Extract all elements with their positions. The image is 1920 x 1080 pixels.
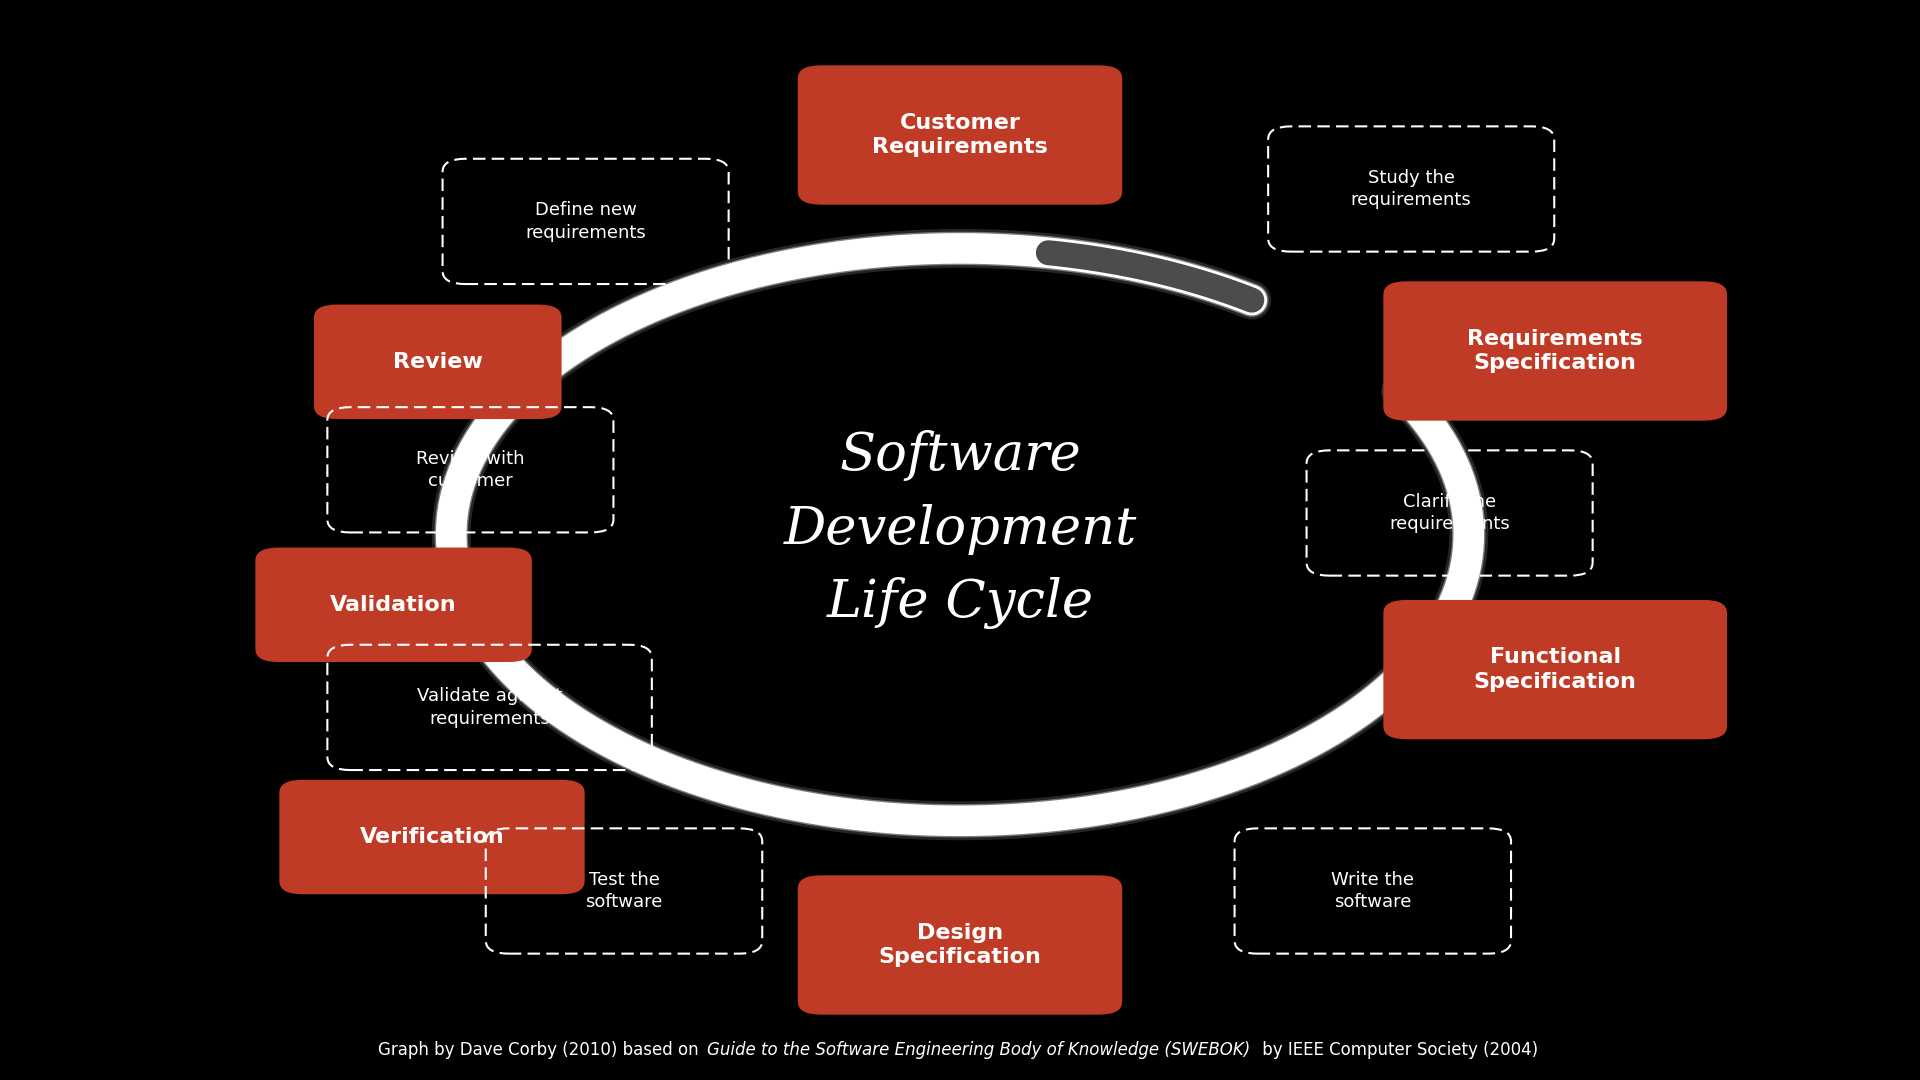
Text: Validation: Validation (330, 595, 457, 615)
FancyBboxPatch shape (1382, 281, 1728, 420)
FancyBboxPatch shape (799, 875, 1121, 1015)
Text: Requirements
Specification: Requirements Specification (1467, 328, 1644, 374)
Text: Development: Development (783, 503, 1137, 555)
Text: Test the
software: Test the software (586, 870, 662, 912)
Text: Customer
Requirements: Customer Requirements (872, 112, 1048, 158)
FancyBboxPatch shape (278, 780, 584, 894)
Text: Graph by Dave Corby (2010) based on: Graph by Dave Corby (2010) based on (378, 1041, 703, 1058)
Text: Review: Review (394, 352, 482, 372)
Text: Validate against
requirements: Validate against requirements (417, 687, 563, 728)
Text: Clarify the
requirements: Clarify the requirements (1390, 492, 1509, 534)
Text: Functional
Specification: Functional Specification (1475, 647, 1636, 692)
Text: Define new
requirements: Define new requirements (526, 201, 645, 242)
FancyBboxPatch shape (1382, 600, 1728, 739)
Text: Life Cycle: Life Cycle (826, 577, 1094, 629)
Text: Verification: Verification (359, 827, 505, 847)
Text: Guide to the Software Engineering Body of Knowledge (SWEBOK): Guide to the Software Engineering Body o… (707, 1041, 1250, 1058)
Text: Software: Software (839, 430, 1081, 482)
Text: Write the
software: Write the software (1331, 870, 1415, 912)
FancyBboxPatch shape (799, 65, 1121, 204)
Text: Design
Specification: Design Specification (879, 922, 1041, 968)
Text: Review with
customer: Review with customer (417, 449, 524, 490)
FancyBboxPatch shape (255, 548, 532, 662)
Text: Study the
requirements: Study the requirements (1352, 168, 1471, 210)
FancyBboxPatch shape (315, 305, 561, 419)
Text: by IEEE Computer Society (2004): by IEEE Computer Society (2004) (1258, 1041, 1538, 1058)
